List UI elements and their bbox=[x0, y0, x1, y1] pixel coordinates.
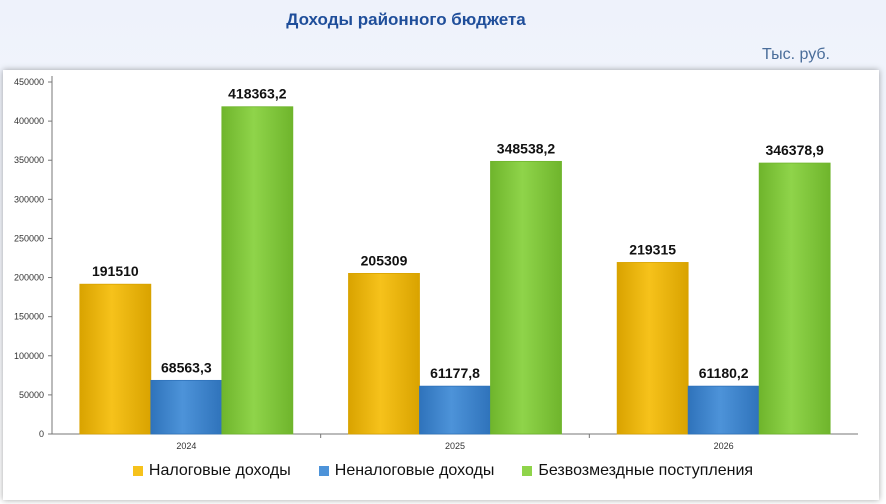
data-label: 346378,9 bbox=[765, 142, 824, 158]
y-tick-label: 100000 bbox=[14, 351, 44, 361]
legend-swatch-grants bbox=[522, 466, 533, 476]
bar-tax-2025 bbox=[348, 273, 420, 435]
y-tick-label: 200000 bbox=[14, 273, 44, 283]
bar-nontax-2025 bbox=[419, 385, 491, 435]
data-label: 68563,3 bbox=[161, 359, 212, 375]
bar-nontax-2026 bbox=[687, 385, 760, 435]
bar-grants-2026 bbox=[758, 162, 831, 435]
data-label: 205309 bbox=[361, 252, 408, 268]
chart-title: Доходы районного бюджета bbox=[286, 10, 526, 29]
legend-label-nontax: Неналоговые доходы bbox=[334, 462, 495, 479]
legend-swatch-tax bbox=[132, 466, 143, 476]
legend-swatch-nontax bbox=[318, 466, 329, 476]
x-tick-label: 2024 bbox=[176, 441, 196, 451]
data-label: 418363,2 bbox=[228, 86, 287, 102]
legend-item-nontax: Неналоговые доходы bbox=[318, 462, 495, 480]
bar-nontax-2024 bbox=[150, 379, 223, 435]
data-label: 191510 bbox=[92, 263, 139, 279]
legend-label-tax: Налоговые доходы bbox=[148, 462, 291, 479]
data-label: 348538,2 bbox=[497, 140, 556, 156]
y-tick-label: 0 bbox=[39, 429, 44, 439]
bar-tax-2026 bbox=[616, 262, 689, 435]
y-tick-label: 450000 bbox=[14, 77, 44, 87]
y-tick-label: 400000 bbox=[14, 116, 44, 126]
data-label: 61180,2 bbox=[699, 365, 749, 381]
bar-tax-2024 bbox=[79, 283, 152, 435]
legend-item-tax: Налоговые доходы bbox=[132, 462, 291, 480]
y-tick-label: 350000 bbox=[14, 155, 44, 165]
y-tick-label: 50000 bbox=[19, 390, 44, 400]
y-tick-label: 150000 bbox=[14, 312, 44, 322]
bar-grants-2025 bbox=[490, 160, 562, 435]
y-tick-label: 300000 bbox=[14, 194, 44, 204]
bar-grants-2024 bbox=[221, 106, 294, 435]
data-label: 61177,8 bbox=[430, 365, 480, 381]
y-tick-label: 250000 bbox=[14, 233, 44, 243]
legend-item-grants: Безвозмездные поступления bbox=[522, 462, 753, 480]
legend-label-grants: Безвозмездные поступления bbox=[538, 462, 754, 479]
units-label: Тыс. руб. bbox=[762, 46, 830, 63]
x-tick-label: 2025 bbox=[445, 441, 465, 451]
legend: Налоговые доходы Неналоговые доходы Безв… bbox=[0, 462, 886, 480]
x-tick-label: 2026 bbox=[714, 441, 734, 451]
data-label: 219315 bbox=[629, 241, 676, 257]
